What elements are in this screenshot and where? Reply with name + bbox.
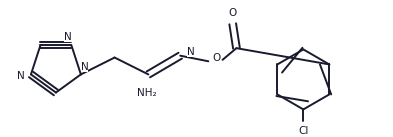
Text: N: N <box>187 47 195 57</box>
Text: N: N <box>81 62 88 72</box>
Text: Cl: Cl <box>298 126 309 136</box>
Text: N: N <box>64 32 72 42</box>
Text: O: O <box>213 53 221 63</box>
Text: NH₂: NH₂ <box>137 88 156 98</box>
Text: O: O <box>229 8 237 18</box>
Text: N: N <box>17 71 24 81</box>
